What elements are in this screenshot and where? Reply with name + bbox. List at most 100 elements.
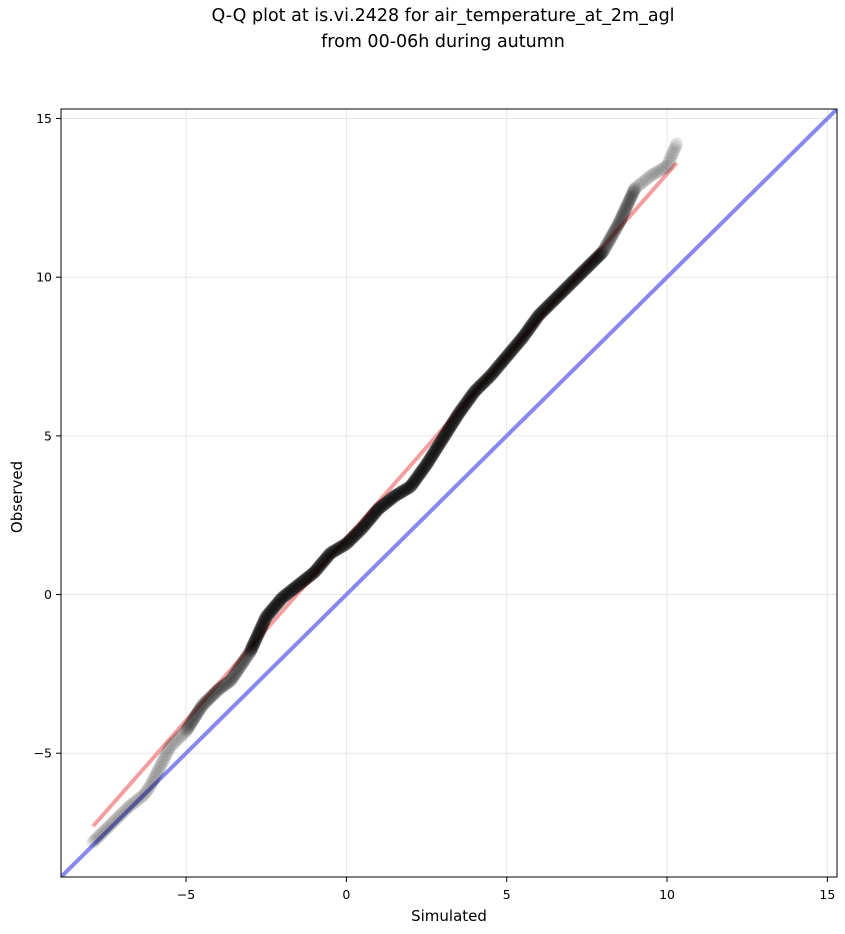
quantile-point xyxy=(469,384,483,398)
quantile-point xyxy=(515,331,529,345)
quantile-point xyxy=(264,605,278,619)
quantile-point xyxy=(341,535,355,549)
quantile-point xyxy=(463,392,477,406)
quantile-point xyxy=(206,688,220,702)
quantile-point xyxy=(318,552,332,566)
quantile-point xyxy=(528,313,542,327)
quantile-point xyxy=(451,407,465,421)
quantile-point xyxy=(304,568,318,582)
quantile-point xyxy=(307,565,321,579)
quantile-point xyxy=(467,386,481,400)
quantile-point xyxy=(554,286,568,300)
quantile-point xyxy=(283,585,297,599)
quantile-point xyxy=(328,544,342,558)
quantile-point xyxy=(369,505,383,519)
quantile-point xyxy=(547,293,561,307)
quantile-point xyxy=(531,309,545,323)
quantile-point xyxy=(306,566,320,580)
quantile-point xyxy=(246,638,260,652)
quantile-point xyxy=(245,641,259,655)
quantile-point xyxy=(401,481,415,495)
quantile-point xyxy=(146,773,160,787)
quantile-point xyxy=(249,632,263,646)
quantile-point xyxy=(655,162,669,176)
quantile-point xyxy=(363,512,377,526)
quantile-point xyxy=(486,366,500,380)
quantile-point xyxy=(520,324,534,338)
quantile-point xyxy=(612,216,626,230)
quantile-point xyxy=(287,581,301,595)
quantile-point xyxy=(568,272,582,286)
quantile-point xyxy=(194,700,208,714)
quantile-point xyxy=(417,461,431,475)
quantile-point xyxy=(530,311,544,325)
quantile-point xyxy=(190,706,204,720)
quantile-point xyxy=(583,258,597,272)
quantile-point xyxy=(387,490,401,504)
quantile-point xyxy=(626,186,640,200)
quantile-point xyxy=(386,491,400,505)
quantile-point xyxy=(330,542,344,556)
quantile-point xyxy=(490,361,504,375)
quantile-point xyxy=(649,166,663,180)
quantile-point xyxy=(369,505,383,519)
quantile-point xyxy=(406,476,420,490)
quantile-point xyxy=(465,388,479,402)
quantile-point xyxy=(355,521,369,535)
quantile-point xyxy=(367,507,381,521)
quantile-point xyxy=(459,397,473,411)
quantile-point xyxy=(311,562,325,576)
quantile-point xyxy=(606,227,620,241)
quantile-point xyxy=(380,495,394,509)
quantile-point xyxy=(562,278,576,292)
quantile-point xyxy=(233,660,247,674)
quantile-point xyxy=(274,592,288,606)
quantile-point xyxy=(600,238,614,252)
quantile-point xyxy=(611,218,625,232)
quantile-point xyxy=(499,350,513,364)
quantile-point xyxy=(339,537,353,551)
quantile-point xyxy=(383,493,397,507)
quantile-point xyxy=(207,687,221,701)
quantile-point xyxy=(312,560,326,574)
quantile-point xyxy=(402,481,416,495)
quantile-point xyxy=(437,430,451,444)
quantile-point xyxy=(275,591,289,605)
quantile-point xyxy=(514,332,528,346)
quantile-point xyxy=(469,383,483,397)
x-tick-label: 15 xyxy=(819,887,835,902)
quantile-point xyxy=(616,207,630,221)
quantile-point xyxy=(363,512,377,526)
quantile-point xyxy=(583,257,597,271)
quantile-point xyxy=(527,314,541,328)
quantile-point xyxy=(459,397,473,411)
quantile-point xyxy=(288,581,302,595)
quantile-point xyxy=(406,477,420,491)
quantile-point xyxy=(315,556,329,570)
quantile-point xyxy=(541,299,555,313)
quantile-point xyxy=(411,470,425,484)
quantile-point xyxy=(572,268,586,282)
quantile-point xyxy=(637,174,651,188)
quantile-point xyxy=(331,542,345,556)
quantile-point xyxy=(399,483,413,497)
quantile-point xyxy=(590,251,604,265)
quantile-point xyxy=(412,469,426,483)
quantile-point xyxy=(371,503,385,517)
quantile-point xyxy=(611,217,625,231)
quantile-point xyxy=(358,518,372,532)
quantile-point xyxy=(396,484,410,498)
quantile-point xyxy=(441,423,455,437)
quantile-point xyxy=(351,526,365,540)
quantile-point xyxy=(182,719,196,733)
quantile-point xyxy=(422,453,436,467)
quantile-point xyxy=(368,506,382,520)
quantile-point xyxy=(243,644,257,658)
quantile-point xyxy=(115,807,129,821)
quantile-point xyxy=(435,433,449,447)
quantile-point xyxy=(231,663,245,677)
quantile-point xyxy=(506,342,520,356)
quantile-point xyxy=(433,437,447,451)
quantile-point xyxy=(267,601,281,615)
quantile-point xyxy=(482,370,496,384)
